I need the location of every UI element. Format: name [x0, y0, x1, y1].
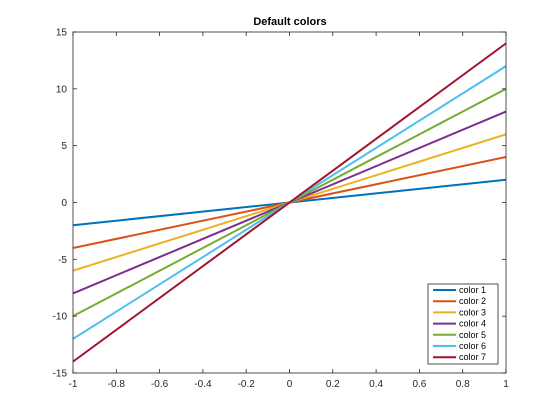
legend-label-7: color 7 — [459, 352, 486, 362]
legend-label-1: color 1 — [459, 285, 486, 295]
x-tick-label: -0.2 — [238, 379, 256, 390]
series-line-7 — [72, 42, 507, 363]
x-tick-label: 0.2 — [326, 379, 340, 390]
series-layer — [72, 42, 507, 363]
x-tick-label: -0.8 — [108, 379, 126, 390]
chart-title: Default colors — [253, 16, 326, 28]
x-tick-label: 0 — [287, 379, 293, 390]
x-tick-label: 0.8 — [456, 379, 470, 390]
tick-layer: -1 -0.8 -0.6 -0.4 -0.2 0 0.2 0.4 0.6 0.8 1 -15 -10 -5… — [53, 28, 510, 391]
legend-label-6: color 6 — [459, 341, 486, 351]
y-tick-label: 5 — [61, 141, 67, 152]
plot-area: -1 -0.8 -0.6 -0.4 -0.2 0 0.2 0.4 0.6 0.8 1 -15 -10 -5… — [53, 28, 510, 391]
legend-label-4: color 4 — [459, 319, 486, 329]
y-tick-label: -15 — [53, 369, 68, 380]
y-tick-label: 15 — [56, 28, 68, 39]
x-tick-label: -0.6 — [151, 379, 169, 390]
x-tick-label: 1 — [503, 379, 509, 390]
y-tick-label: -5 — [58, 255, 67, 266]
x-tick-label: -0.4 — [194, 379, 212, 390]
x-tick-label: 0.4 — [369, 379, 383, 390]
x-tick-label: -1 — [69, 379, 78, 390]
y-tick-label: 10 — [56, 84, 68, 95]
legend-label-2: color 2 — [459, 296, 486, 306]
x-tick-label: 0.6 — [412, 379, 426, 390]
legend-label-5: color 5 — [459, 330, 486, 340]
y-tick-label: -10 — [53, 312, 68, 323]
y-tick-label: 0 — [61, 198, 67, 209]
legend-label-3: color 3 — [459, 307, 486, 317]
